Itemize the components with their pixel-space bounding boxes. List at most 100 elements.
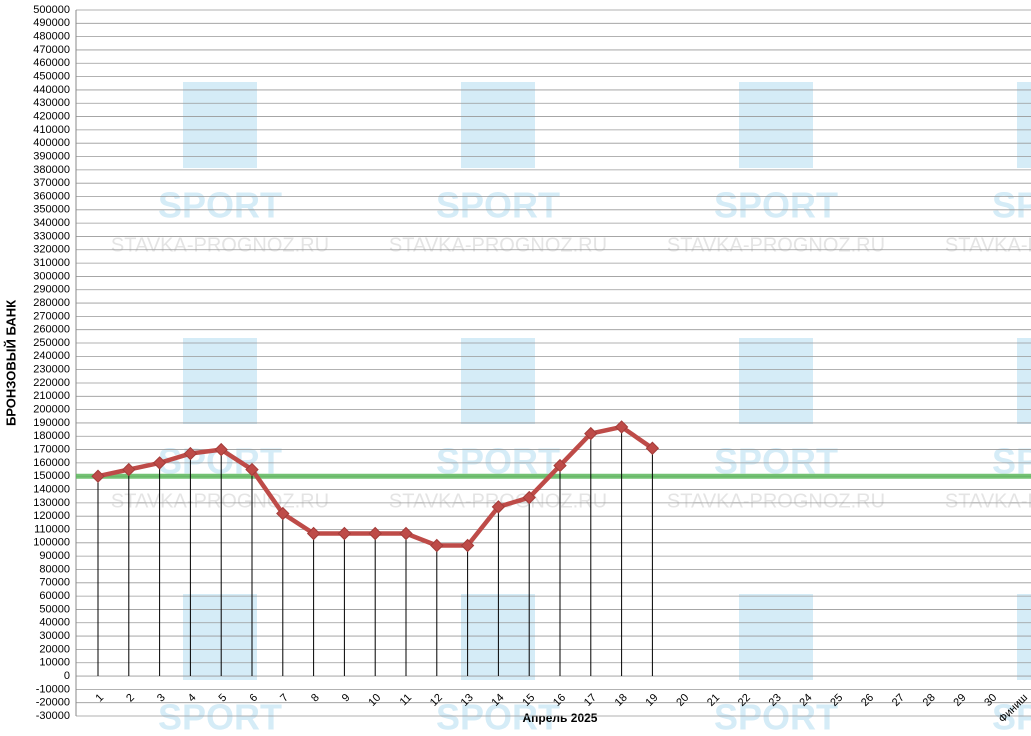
watermark-text: SPORT	[714, 185, 838, 226]
y-tick-label: 390000	[33, 150, 70, 162]
y-tick-label: 260000	[33, 324, 70, 336]
marker	[368, 526, 382, 541]
y-tick-label: -10000	[36, 683, 70, 695]
y-tick-label: 40000	[39, 617, 70, 629]
marker	[152, 456, 167, 470]
y-tick-label: 230000	[33, 364, 70, 376]
y-tick-label: 310000	[33, 257, 70, 269]
x-tick-label: 28	[921, 692, 938, 709]
watermark-text: SPORT	[992, 185, 1031, 226]
watermark-text: SPORT	[436, 185, 560, 226]
y-tick-label: 90000	[39, 550, 70, 562]
marker	[91, 469, 105, 483]
x-tick-label: 29	[951, 692, 968, 709]
y-tick-label: 190000	[33, 417, 70, 429]
y-tick-label: 490000	[33, 17, 70, 29]
y-tick-label: -20000	[36, 697, 70, 709]
y-axis-title: БРОНЗОВЫЙ БАНК	[3, 300, 18, 426]
y-tick-label: 400000	[33, 137, 70, 149]
y-tick-label: 250000	[33, 337, 70, 349]
y-tick-label: 430000	[33, 97, 70, 109]
y-tick-label: 70000	[39, 577, 70, 589]
watermark-text: STAVKA-PROGNOZ.RU	[945, 490, 1031, 512]
y-tick-label: 420000	[33, 110, 70, 122]
y-tick-label: -30000	[36, 710, 70, 722]
watermark-text: STAVKA-PROGNOZ.RU	[111, 490, 329, 512]
marker	[491, 500, 506, 514]
marker	[399, 526, 413, 541]
y-tick-label: 300000	[33, 270, 70, 282]
x-tick-label: 19	[643, 692, 660, 709]
marker	[430, 538, 444, 553]
watermark-icon	[739, 82, 813, 168]
y-tick-label: 60000	[39, 590, 70, 602]
marker	[645, 441, 660, 455]
y-tick-label: 210000	[33, 390, 70, 402]
y-tick-label: 460000	[33, 57, 70, 69]
watermark-icon	[1017, 338, 1031, 424]
watermark-text: SPORT	[158, 185, 282, 226]
watermark-text: STAVKA-PROGNOZ.RU	[389, 234, 607, 256]
marker	[122, 462, 136, 477]
y-tick-label: 330000	[33, 230, 70, 242]
watermark-icon	[183, 338, 257, 424]
y-tick-label: 110000	[34, 523, 70, 535]
watermark: SPORT STAVKA-PROGNOZ.RU SPORT STAVKA-PROGNO…	[111, 82, 1031, 736]
marker	[276, 506, 290, 521]
watermark-icon	[1017, 594, 1031, 680]
y-tick-label: 320000	[33, 244, 70, 256]
watermark-text: STAVKA-PROGNOZ.RU	[667, 234, 885, 256]
x-tick-label: 17	[582, 692, 599, 709]
x-tick-label: 20	[674, 692, 691, 709]
watermark-text: STAVKA-PROGNOZ.RU	[667, 490, 885, 512]
watermark-icon	[739, 594, 813, 680]
y-tick-label: 450000	[33, 71, 70, 83]
y-tick-label: 410000	[33, 124, 70, 136]
marker	[245, 462, 259, 477]
watermark-icon	[183, 82, 257, 168]
marker	[306, 526, 321, 541]
y-tick-label: 180000	[33, 430, 70, 442]
marker	[337, 526, 352, 541]
y-tick-label: 220000	[33, 377, 70, 389]
y-tick-label: 340000	[33, 217, 70, 229]
watermark-icon	[183, 594, 257, 680]
marker	[614, 420, 629, 434]
x-tick-label: 27	[890, 692, 907, 709]
y-tick-label: 100000	[33, 537, 70, 549]
y-tick-label: 50000	[39, 603, 70, 615]
marker	[214, 442, 228, 457]
y-tick-label: 20000	[39, 643, 70, 655]
y-tick-label: 0	[64, 670, 70, 682]
y-tick-label: 160000	[33, 457, 70, 469]
x-tick-label: 11	[398, 692, 415, 709]
watermark-icon	[1017, 82, 1031, 168]
y-tick-label: 30000	[39, 630, 70, 642]
watermark-icon	[461, 82, 535, 168]
marker	[553, 458, 567, 473]
watermark-text: STAVKA-PROGNOZ.RU	[111, 234, 329, 256]
y-tick-label: 360000	[33, 190, 70, 202]
watermark-text: STAVKA-PROGNOZ.RU	[945, 234, 1031, 256]
y-tick-label: 350000	[33, 204, 70, 216]
y-tick-label: 10000	[39, 657, 70, 669]
y-tick-label: 470000	[33, 44, 70, 56]
y-tick-label: 200000	[33, 404, 70, 416]
y-tick-label: 240000	[33, 350, 70, 362]
y-tick-label: 500000	[33, 4, 70, 16]
watermark-icon	[739, 338, 813, 424]
y-tick-label: 440000	[33, 84, 70, 96]
y-tick-label: 480000	[33, 31, 70, 43]
watermark-icon	[461, 338, 535, 424]
marker	[460, 538, 475, 553]
x-tick-label: 10	[366, 692, 383, 709]
y-tick-label: 170000	[33, 443, 70, 455]
y-tick-label: 290000	[33, 284, 70, 296]
y-tick-label: 130000	[33, 497, 70, 509]
y-tick-label: 140000	[33, 483, 70, 495]
x-tick-label: 26	[859, 692, 876, 709]
y-tick-label: 270000	[33, 310, 70, 322]
marker	[584, 426, 598, 441]
y-tick-label: 370000	[33, 177, 70, 189]
